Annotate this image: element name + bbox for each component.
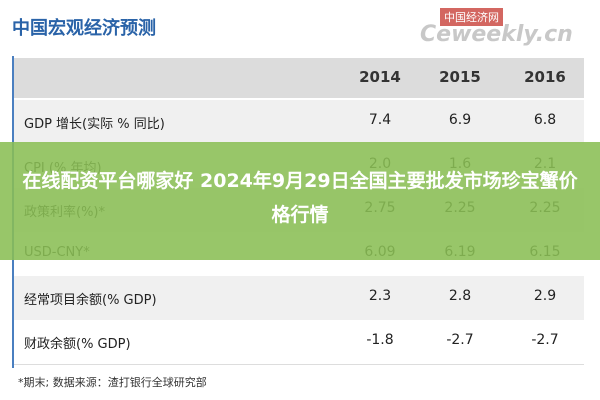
column-header: 2015 — [439, 68, 481, 86]
cell: 2.3 — [368, 288, 392, 304]
column-header: 2016 — [524, 68, 566, 86]
footnote: *期末; 数据来源：渣打银行全球研究部 — [18, 376, 207, 389]
overlay-text: 在线配资平台哪家好 2024年9月29日全国主要批发市场珍宝蟹价格行情 — [22, 170, 578, 226]
title: 中国宏观经济预测 — [12, 18, 156, 39]
cell: -1.8 — [366, 332, 394, 348]
cell: -2.7 — [531, 332, 559, 348]
overlay-band — [0, 142, 600, 260]
cell: 6.9 — [448, 112, 472, 128]
cell: -2.7 — [446, 332, 474, 348]
watermark: 中国经济网 — [440, 8, 503, 26]
column-header: 2014 — [359, 68, 401, 86]
cell: 2.9 — [533, 288, 557, 304]
row-label: 财政余额(% GDP) — [24, 337, 131, 352]
header-row — [14, 58, 584, 98]
cell: 7.4 — [368, 112, 392, 128]
watermark: Ceweekly.cn — [420, 22, 573, 47]
cell: 2.8 — [448, 288, 472, 304]
cell: 6.8 — [533, 112, 557, 128]
row-background — [14, 320, 584, 365]
row-label: GDP 增长(实际 % 同比) — [24, 117, 165, 132]
row-label: 经常项目余额(% GDP) — [24, 293, 157, 308]
